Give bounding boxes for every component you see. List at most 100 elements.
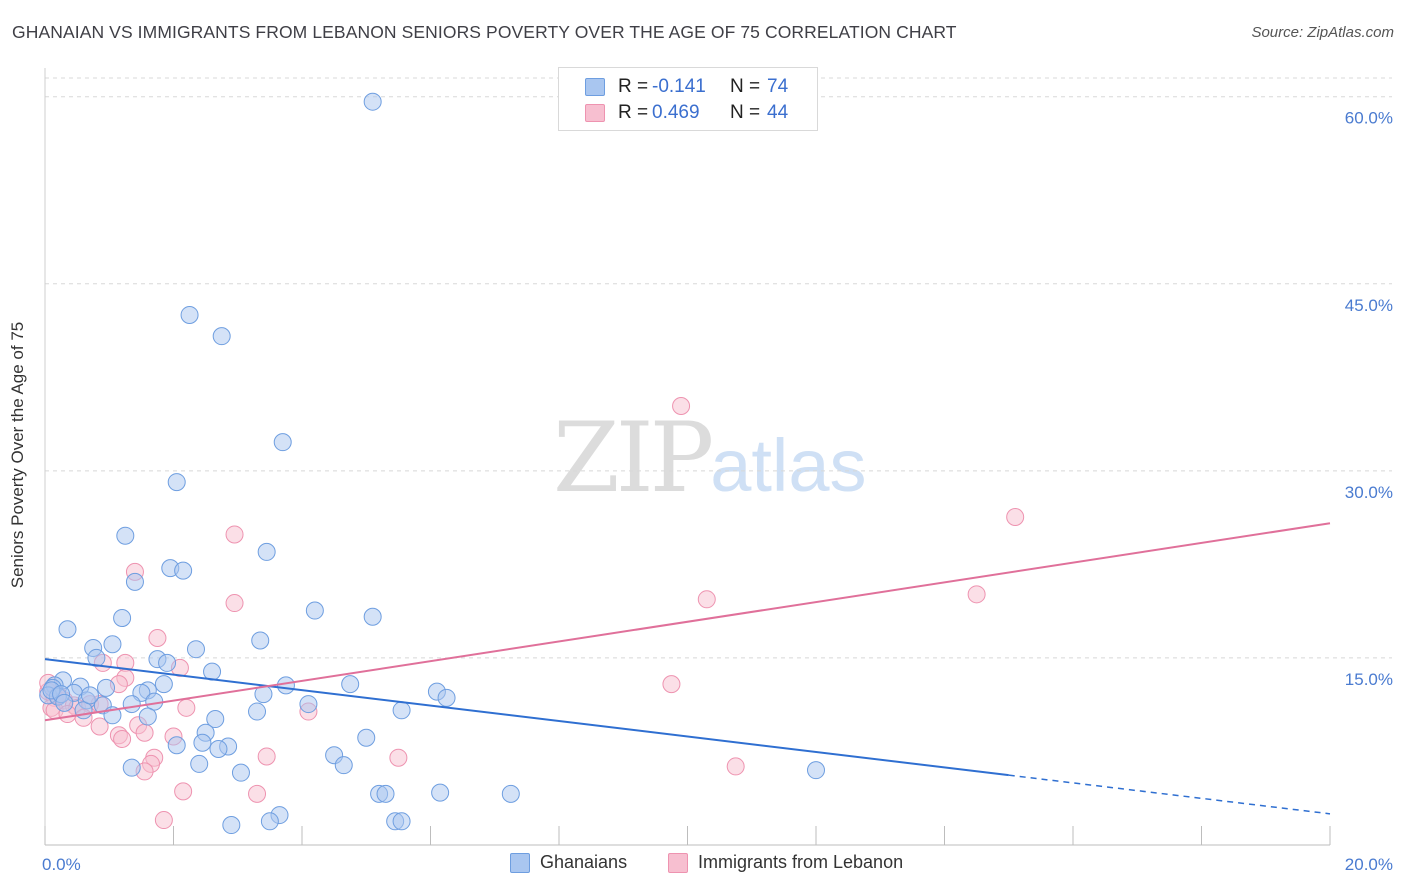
r-label: R = — [618, 76, 649, 97]
ghanaian-point — [97, 678, 116, 697]
lebanon-point — [225, 525, 244, 544]
tick-labels: 15.0% 30.0% 45.0% 60.0% 0.0% 20.0% — [42, 109, 1393, 874]
trend-lines — [44, 522, 1331, 815]
stats-legend: R = -0.141 N = 74 R = 0.469 N = 44 — [558, 67, 818, 131]
r-value: -0.141 — [652, 76, 706, 97]
ghanaian-point — [58, 620, 77, 639]
ghanaian-point — [392, 701, 411, 720]
lebanon-legend-swatch — [668, 853, 688, 873]
ghanaian-point — [437, 688, 456, 707]
lebanon-point — [389, 748, 408, 767]
ghanaian-point — [138, 707, 157, 726]
lebanon-point — [90, 717, 109, 736]
ghanaian-point — [125, 572, 144, 591]
ghanaian-point — [209, 739, 228, 758]
ghanaian-point — [248, 702, 267, 721]
ghanaian-point — [363, 92, 382, 111]
ghanaian-point — [257, 542, 276, 561]
n-value: 74 — [767, 76, 789, 97]
y-tick-label: 60.0% — [1345, 109, 1393, 128]
x-tick-label: 20.0% — [1345, 855, 1393, 874]
ghanaian-point — [212, 327, 231, 346]
y-tick-label: 15.0% — [1345, 670, 1393, 689]
lebanon-point — [257, 747, 276, 766]
ghanaian-point — [231, 763, 250, 782]
chart-source: Source: ZipAtlas.com — [1251, 24, 1394, 41]
ghanaian-point — [276, 676, 295, 695]
watermark-atlas: atlas — [710, 424, 867, 507]
ghanaian-point — [392, 812, 411, 831]
lebanon-point — [154, 811, 173, 830]
legend-label: Immigrants from Lebanon — [698, 852, 904, 872]
ghanaian-point — [305, 601, 324, 620]
ghanaian-point — [193, 733, 212, 752]
ghanaians-trend-extension — [1008, 774, 1331, 815]
ghanaian-point — [122, 695, 141, 714]
lebanon-point — [177, 698, 196, 717]
ghanaian-point — [186, 640, 205, 659]
ghanaian-point — [206, 710, 225, 729]
ghanaian-point — [222, 816, 241, 835]
ghanaian-point — [341, 675, 360, 694]
lebanon-point — [662, 675, 681, 694]
ghanaians-trend-line — [44, 658, 1009, 777]
r-label: R = — [618, 102, 649, 123]
lebanon-point — [174, 782, 193, 801]
y-tick-label: 30.0% — [1345, 483, 1393, 502]
ghanaian-point — [174, 561, 193, 580]
ghanaian-point — [158, 653, 177, 672]
ghanaian-point — [501, 784, 520, 803]
ghanaian-point — [431, 783, 450, 802]
lebanon-point — [225, 594, 244, 613]
lebanon-swatch — [585, 104, 605, 122]
ghanaian-point — [122, 758, 141, 777]
ghanaian-point — [103, 635, 122, 654]
legend-label: Ghanaians — [540, 852, 628, 872]
ghanaian-point — [807, 761, 825, 780]
ghanaian-point — [357, 728, 376, 747]
lebanon-point — [113, 729, 132, 748]
ghanaian-point — [167, 473, 186, 492]
ghanaian-point — [251, 631, 270, 650]
ghanaian-point — [363, 607, 382, 626]
ghanaian-point — [180, 305, 199, 324]
n-label: N = — [730, 76, 761, 97]
ghanaian-point — [376, 784, 395, 803]
ghanaian-point — [80, 686, 99, 705]
ghanaian-point — [87, 648, 106, 667]
r-value: 0.469 — [652, 102, 700, 123]
grid-lines — [45, 77, 1392, 659]
n-label: N = — [730, 102, 761, 123]
ghanaian-point — [167, 736, 186, 755]
ghanaian-point — [116, 526, 135, 545]
ghanaian-point — [260, 812, 279, 831]
x-tick-label: 0.0% — [42, 855, 81, 874]
ghanaian-point — [145, 692, 164, 711]
lebanon-point — [248, 784, 267, 803]
ghanaians-swatch — [585, 78, 605, 96]
ghanaian-point — [154, 675, 173, 694]
lebanon-point — [726, 757, 745, 776]
data-points — [39, 92, 1025, 835]
ghanaian-point — [190, 754, 209, 773]
lebanon-point — [1006, 507, 1025, 526]
y-axis-label: Seniors Poverty Over the Age of 75 — [8, 321, 27, 589]
axes — [44, 68, 1331, 846]
watermark: ZIPatlas — [553, 402, 867, 514]
lebanon-point — [148, 628, 167, 647]
y-tick-label: 45.0% — [1345, 296, 1393, 315]
lebanon-trend-line — [44, 522, 1331, 722]
watermark-zip: ZIP — [553, 402, 714, 514]
lebanon-point — [135, 723, 154, 742]
lebanon-point — [672, 397, 691, 416]
ghanaian-point — [273, 433, 292, 452]
chart-title: GHANAIAN VS IMMIGRANTS FROM LEBANON SENI… — [12, 22, 957, 42]
lebanon-point — [967, 585, 986, 604]
lebanon-point — [697, 590, 716, 609]
ghanaian-point — [55, 693, 74, 712]
n-value: 44 — [767, 102, 789, 123]
ghanaian-point — [113, 609, 132, 628]
ghanaian-point — [299, 695, 318, 714]
ghanaians-legend-swatch — [510, 853, 530, 873]
